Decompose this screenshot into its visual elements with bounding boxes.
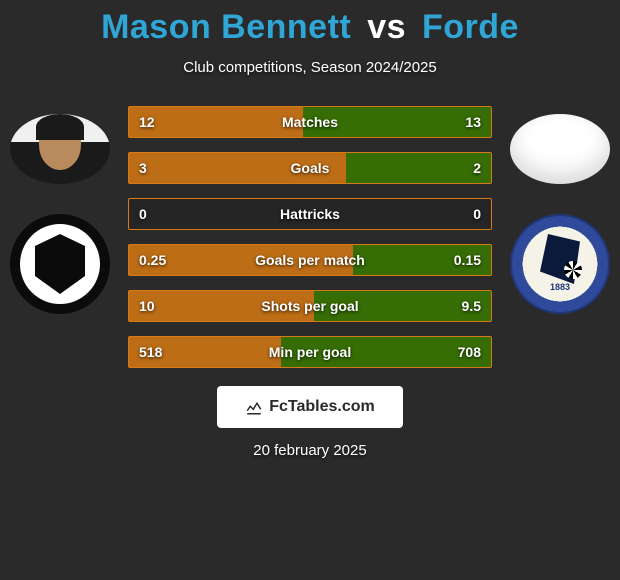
left-side [0,106,120,314]
stat-value-right: 13 [465,114,481,130]
badge-ball-icon [564,261,582,279]
stat-fill-right [346,153,491,183]
stat-value-left: 3 [139,160,147,176]
stat-value-right: 2 [473,160,481,176]
player1-club-badge [10,214,110,314]
stat-value-left: 518 [139,344,162,360]
stat-value-right: 0.15 [454,252,481,268]
comparison-card: Mason Bennett vs Forde Club competitions… [0,0,620,580]
player2-avatar [510,114,610,184]
subtitle: Club competitions, Season 2024/2025 [183,59,437,76]
stat-row: 3 2 Goals [128,152,492,184]
stat-label: Goals per match [255,252,365,268]
chart-icon [245,398,263,416]
stat-value-left: 0.25 [139,252,166,268]
stat-value-right: 0 [473,206,481,222]
stat-label: Min per goal [269,344,351,360]
stat-fill-left [129,107,303,137]
stat-value-right: 708 [458,344,481,360]
stat-row: 0.25 0.15 Goals per match [128,244,492,276]
brand-text: FcTables.com [269,398,375,416]
stats-column: 12 13 Matches 3 2 Goals 0 0 Hattricks 0.25 0.15 Goa… [120,106,500,368]
stat-label: Hattricks [280,206,340,222]
content-row: 12 13 Matches 3 2 Goals 0 0 Hattricks 0.25 0.15 Goa… [0,106,620,368]
stat-value-left: 0 [139,206,147,222]
brand-badge: FcTables.com [217,386,403,428]
page-title: Mason Bennett vs Forde [101,8,519,47]
stat-label: Shots per goal [261,298,358,314]
stat-row: 518 708 Min per goal [128,336,492,368]
stat-value-left: 12 [139,114,155,130]
stat-label: Matches [282,114,338,130]
player2-club-badge: 1883 [510,214,610,314]
player2-name: Forde [422,8,519,46]
stat-row: 12 13 Matches [128,106,492,138]
vs-text: vs [367,8,406,46]
stat-value-left: 10 [139,298,155,314]
stat-row: 10 9.5 Shots per goal [128,290,492,322]
badge-year: 1883 [550,282,570,292]
right-side: 1883 [500,106,620,314]
date-text: 20 february 2025 [253,442,366,459]
stat-value-right: 9.5 [462,298,481,314]
stat-row: 0 0 Hattricks [128,198,492,230]
player1-name: Mason Bennett [101,8,351,46]
stat-label: Goals [291,160,330,176]
player1-avatar [10,114,110,184]
